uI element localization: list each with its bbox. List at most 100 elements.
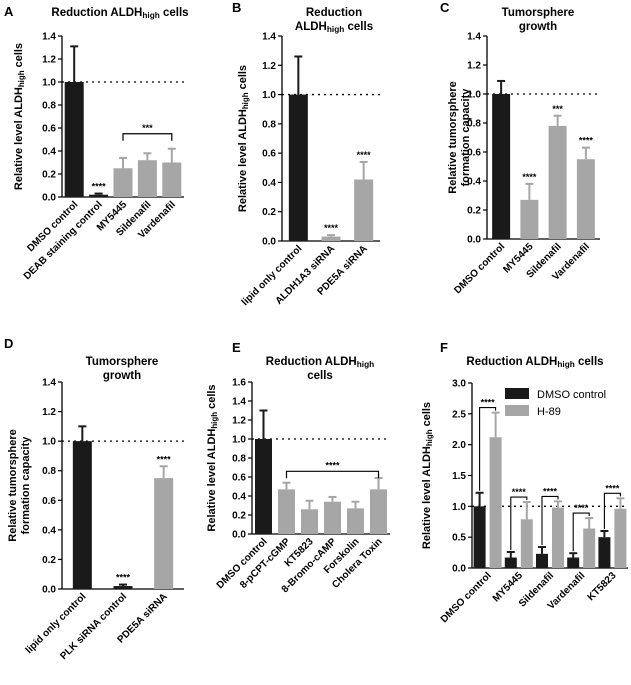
y-axis-label: Relative level ALDHhigh cells [421,402,434,549]
y-tick-label: 0.5 [452,533,466,544]
significance-label: **** [357,150,372,160]
bar [64,82,84,197]
y-tick-label: 1.4 [42,378,56,389]
bar [583,528,596,568]
y-tick-label: 1.0 [42,78,56,89]
label-text: Relative tumorsphere [7,429,19,541]
significance-bracket [479,407,497,491]
label-text: Relative level ALDH [13,87,25,190]
bar [614,508,627,568]
significance-label: **** [116,573,131,583]
y-tick-label: 1.6 [232,378,246,389]
panel-letter: C [440,0,450,15]
y-tick-label: 1.0 [467,90,481,101]
panel-title: Reduction ALDHhigh cells [266,356,374,382]
significance-label: **** [512,487,527,497]
subscript-text: high [17,70,26,87]
significance-bracket [541,495,559,546]
y-tick-label: 3.0 [452,379,466,390]
y-axis-label: Relative level ALDHhigh cells [237,65,250,212]
significance-bracket [285,470,380,479]
bar [489,437,502,568]
y-tick-label: 1.0 [452,502,466,513]
label-text: cells [307,370,333,382]
bar [347,508,364,534]
bar [354,179,374,241]
label-text: formation capacity [460,88,472,187]
label-text: cells [237,65,249,93]
y-tick-label: 0.0 [42,585,56,596]
significance-label: **** [543,486,558,496]
panel-letter: B [232,0,241,15]
bar [520,199,539,239]
significance-label: **** [157,454,172,464]
label-text: cells [344,21,373,33]
category-label: KT5823 [586,570,619,603]
category-label: ALDH1A3 siRNA [274,243,338,307]
y-tick-label: 1.0 [262,90,276,101]
bar [113,586,133,589]
panel-title: Tumorsphere growth [502,7,575,33]
significance-label: **** [324,223,339,233]
y-tick-label: 0.0 [232,530,246,541]
y-tick-label: 0.8 [42,466,56,477]
y-tick-label: 1.2 [42,407,56,418]
y-tick-label: 0.0 [452,564,466,575]
significance-label: *** [552,104,563,114]
bar [255,439,272,534]
y-axis-label: Relative level ALDHhigh cells [13,43,26,190]
label-text: cells [160,7,189,19]
panel-letter: E [232,340,241,355]
y-tick-label: 1.0 [42,437,56,448]
subscript-text: high [327,25,344,34]
bar [324,501,341,534]
y-tick-label: 0.6 [42,124,56,135]
y-axis-label: Relative tumorsphereformation capacity [7,429,32,541]
label-text: growth [519,21,557,33]
significance-label: **** [605,483,620,493]
subscript-text: high [210,412,219,429]
y-tick-label: 0.8 [232,454,246,465]
y-tick-label: 0.2 [262,207,276,218]
panel-title: Tumorsphere growth [86,356,159,382]
y-tick-label: 1.5 [452,471,466,482]
bar [548,125,567,239]
y-tick-label: 1.2 [467,61,481,72]
panel-a: A Reduction ALDHhigh cells Relative level … [4,4,189,282]
y-tick-label: 0.6 [232,473,246,484]
y-tick-label: 0.4 [232,492,246,503]
bar [89,194,109,197]
label-text: cells [421,402,433,430]
panel-letter: D [4,336,13,351]
y-tick-label: 0.2 [467,206,481,217]
label-text: Relative level ALDH [237,109,249,212]
y-tick-label: 0.2 [42,555,56,566]
bar [301,509,318,534]
bar [137,160,157,197]
y-tick-label: 1.2 [42,55,56,66]
bar [370,489,387,534]
y-tick-label: 0.8 [467,119,481,130]
bar [162,162,182,197]
significance-label: **** [325,460,340,470]
y-tick-label: 1.4 [232,397,246,408]
y-tick-label: 1.4 [42,32,56,43]
panel-title: Reduction ALDHhigh cells [51,7,188,20]
label-text: Tumorsphere [86,356,159,368]
y-tick-label: 0.2 [42,170,56,181]
label-text: cells [206,384,218,412]
legend-label: DMSO control [537,389,606,401]
bar [520,519,533,568]
y-tick-label: 1.4 [467,32,481,43]
subscript-text: high [142,11,159,20]
subscript-text: high [357,360,374,369]
panel-c: C Tumorsphere growth Relative tumorspherefo… [440,0,600,296]
panel-letter: F [440,340,448,355]
y-tick-label: 0.4 [42,147,56,158]
label-text: growth [103,370,141,382]
bar [552,507,564,568]
panel-letter: A [4,4,14,19]
